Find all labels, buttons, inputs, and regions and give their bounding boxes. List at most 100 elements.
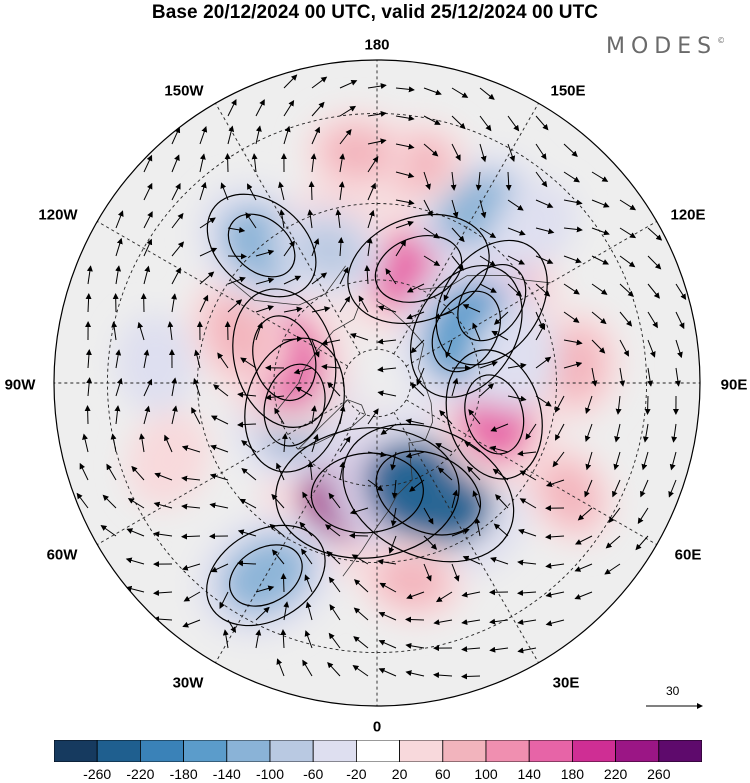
- wind-arrow-141: [339, 295, 351, 313]
- wind-arrow-342: [604, 563, 621, 575]
- wind-arrow-71: [143, 211, 153, 229]
- wind-arrow-322: [575, 535, 593, 545]
- wind-arrow-385: [489, 646, 509, 653]
- wind-arrow-163: [321, 339, 341, 346]
- wind-arrow-312: [299, 521, 313, 537]
- colorbar-swatch-13: [615, 740, 660, 762]
- wind-arrow-370: [433, 619, 453, 626]
- wind-arrow-307: [153, 531, 173, 538]
- wind-arrow-389: [327, 661, 341, 677]
- wind-arrow-94: [227, 253, 247, 260]
- wind-vectors: [76, 74, 687, 680]
- colorbar-tick-0: -260: [83, 766, 112, 782]
- wind-arrow-337: [462, 555, 481, 565]
- wind-arrow-193: [591, 367, 598, 387]
- wind-arrow-287: [153, 501, 173, 509]
- wind-arrow-3: [367, 83, 387, 90]
- lon-60w-label: 60W: [46, 546, 78, 564]
- wind-arrow-273: [391, 479, 398, 499]
- contour-5-0: [229, 544, 303, 607]
- wind-arrow-292: [302, 491, 313, 509]
- wind-arrow-164: [349, 332, 369, 341]
- wind-arrow-295: [390, 507, 397, 527]
- wind-arrow-168: [472, 322, 481, 341]
- wind-arrow-31: [479, 143, 487, 163]
- colorbar-swatch-1: [96, 740, 141, 762]
- wind-arrow-131: [675, 283, 687, 301]
- wind-arrow-197: [86, 377, 93, 397]
- wind-arrow-156: [137, 321, 145, 341]
- wind-arrow-255: [489, 445, 509, 453]
- wind-arrow-347: [255, 585, 275, 593]
- wind-arrow-7: [479, 87, 495, 100]
- wind-arrow-323: [605, 535, 621, 549]
- wind-arrow-115: [227, 276, 246, 285]
- wind-arrow-268: [241, 467, 257, 481]
- wind-arrow-6: [451, 87, 469, 98]
- wind-arrow-354: [435, 591, 453, 603]
- wind-arrow-142: [358, 295, 369, 313]
- wind-arrow-165: [377, 338, 397, 345]
- wind-arrow-178: [143, 349, 150, 369]
- colorbar-swatch-8: [399, 740, 444, 762]
- wind-arrow-319: [493, 523, 509, 537]
- wind-arrow-190: [507, 362, 527, 369]
- wind-arrow-260: [641, 451, 649, 471]
- wind-arrow-51: [591, 171, 609, 182]
- wind-arrow-119: [339, 266, 349, 285]
- wind-arrow-139: [283, 306, 303, 313]
- wind-arrow-361: [182, 619, 201, 628]
- wind-arrow-392: [405, 670, 425, 677]
- lon-120e-label: 120E: [670, 206, 706, 224]
- wind-arrow-228: [367, 408, 379, 425]
- wind-arrow-302: [577, 507, 593, 521]
- wind-arrow-367: [353, 607, 369, 621]
- wind-arrow-284: [76, 492, 89, 509]
- colorbar-swatch-2: [140, 740, 185, 762]
- wind-arrow-192: [563, 361, 583, 369]
- wind-arrow-191: [535, 356, 552, 369]
- wind-arrow-21: [199, 126, 208, 145]
- wind-arrow-201: [193, 377, 201, 397]
- wind-arrow-239: [671, 423, 678, 443]
- wind-arrow-331: [301, 548, 313, 565]
- wind-arrow-99: [366, 237, 373, 257]
- wind-arrow-332: [326, 550, 341, 565]
- wind-arrow-19: [535, 115, 549, 131]
- wind-arrow-45: [423, 171, 431, 191]
- wind-arrow-282: [640, 479, 649, 498]
- wind-arrow-223: [210, 415, 229, 425]
- wind-arrow-145: [434, 311, 453, 320]
- wind-arrow-335: [423, 563, 432, 582]
- wind-arrow-324: [635, 535, 649, 551]
- wind-arrow-355: [461, 591, 481, 598]
- wind-arrow-238: [642, 423, 649, 443]
- wind-arrow-297: [451, 489, 459, 509]
- wind-arrow-184: [293, 367, 313, 375]
- wind-arrow-353: [406, 591, 425, 600]
- wind-arrow-391: [378, 668, 397, 677]
- contour-0-0: [310, 452, 424, 534]
- colorbar-tick-4: -100: [255, 766, 285, 782]
- wind-arrow-271: [339, 461, 346, 481]
- wind-arrow-272: [367, 479, 384, 492]
- wind-arrow-84: [507, 227, 526, 236]
- wind-arrow-187: [416, 367, 425, 386]
- wind-arrow-15: [423, 115, 441, 125]
- wind-arrow-314: [349, 532, 369, 539]
- wind-arrow-334: [377, 558, 397, 565]
- wind-arrow-140: [311, 306, 331, 313]
- wind-arrow-248: [311, 433, 319, 453]
- wind-arrow-308: [181, 533, 201, 540]
- wind-arrow-113: [171, 267, 181, 285]
- wind-arrow-205: [295, 386, 313, 397]
- wind-arrow-87: [591, 227, 610, 236]
- lon-30w-label: 30W: [172, 674, 204, 692]
- logo-mark: ©: [717, 36, 726, 45]
- wind-arrow-349: [304, 574, 313, 593]
- wind-arrow-56: [247, 183, 257, 201]
- wind-arrow-250: [367, 451, 387, 458]
- wind-arrow-310: [237, 529, 257, 537]
- wind-arrow-167: [445, 339, 453, 359]
- wind-arrow-298: [472, 490, 481, 509]
